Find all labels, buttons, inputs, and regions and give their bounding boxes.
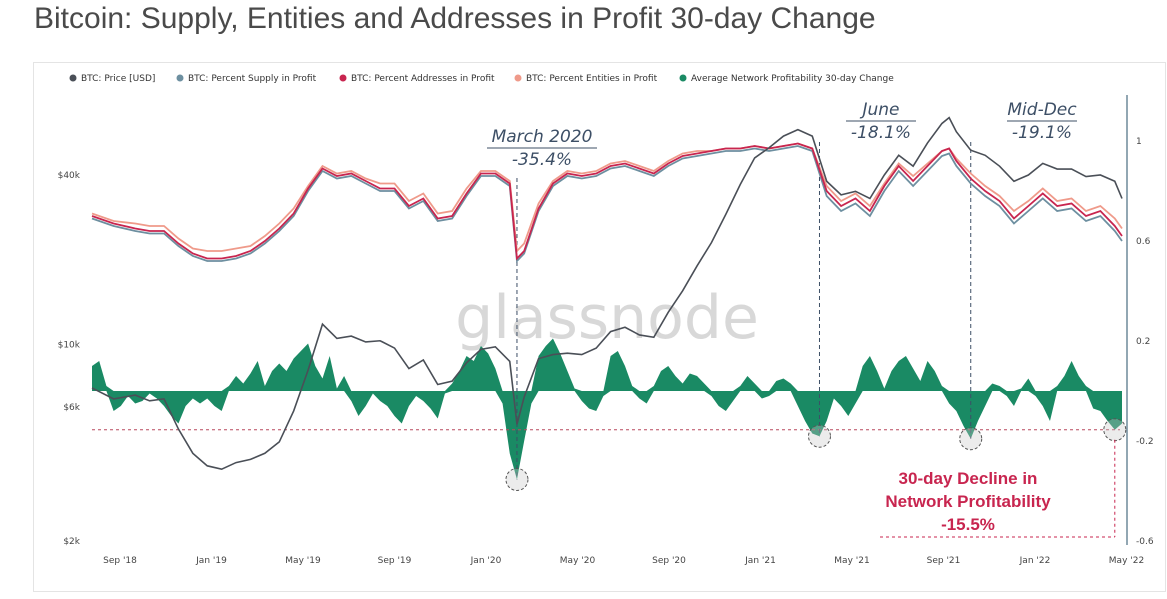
x-tick: Sep '20 [652, 556, 686, 566]
series-line [91, 142, 1123, 254]
annotation-title: Mid-Dec [1007, 100, 1077, 120]
y-left-tick: $10k [58, 340, 81, 350]
legend-marker [514, 74, 522, 82]
series-line-price [91, 116, 1123, 471]
callout-line: Network Profitability [885, 492, 1051, 511]
callout-line: 30-day Decline in [899, 469, 1038, 488]
area-positive [92, 338, 1122, 391]
x-tick: May '21 [834, 556, 869, 566]
watermark: glassnode [455, 283, 759, 353]
x-tick: May '22 [1109, 556, 1144, 566]
y-left-tick: $6k [63, 403, 80, 413]
series-line [91, 145, 1123, 264]
dip-marker [1103, 418, 1127, 442]
legend-marker [339, 74, 347, 82]
legend-marker [679, 74, 687, 82]
legend-label: BTC: Percent Entities in Profit [526, 74, 658, 84]
legend-label: Average Network Profitability 30-day Cha… [691, 74, 894, 84]
dip-marker [505, 468, 529, 491]
legend-label: BTC: Price [USD] [81, 74, 155, 84]
legend-marker [69, 74, 77, 82]
chart-title: Bitcoin: Supply, Entities and Addresses … [34, 2, 876, 35]
x-tick: May '20 [560, 556, 596, 566]
legend-label: BTC: Percent Addresses in Profit [351, 74, 495, 84]
y-right-tick: 0.2 [1136, 337, 1150, 347]
y-right-tick: 0.6 [1136, 237, 1151, 247]
legend-label: BTC: Percent Supply in Profit [188, 74, 317, 84]
x-tick: Jan '21 [744, 556, 776, 566]
x-tick: Sep '19 [378, 556, 412, 566]
annotation-value: -35.4% [512, 150, 572, 170]
x-tick: Sep '21 [927, 556, 961, 566]
x-tick: Jan '22 [1019, 556, 1051, 566]
y-right-tick: -0.6 [1136, 537, 1154, 547]
x-tick: Sep '18 [103, 556, 137, 566]
legend-marker [176, 74, 184, 82]
y-left-tick: $2k [63, 537, 80, 547]
y-left-tick: $40k [58, 171, 81, 181]
callout-value: -15.5% [941, 515, 995, 534]
series-line [91, 142, 1123, 261]
dip-marker [959, 427, 983, 451]
y-right-tick: -0.2 [1136, 437, 1154, 447]
x-tick: Jan '20 [470, 556, 502, 566]
annotation-title: March 2020 [492, 127, 593, 147]
y-right-tick: 1 [1136, 137, 1142, 147]
chart-panel [33, 62, 1166, 592]
annotation-value: -18.1% [851, 123, 911, 143]
x-tick: May '19 [285, 556, 321, 566]
annotation-value: -19.1% [1012, 123, 1072, 143]
x-tick: Jan '19 [195, 556, 227, 566]
area-negative [92, 391, 1122, 480]
dip-marker [807, 424, 831, 448]
annotation-title: June [859, 100, 899, 120]
